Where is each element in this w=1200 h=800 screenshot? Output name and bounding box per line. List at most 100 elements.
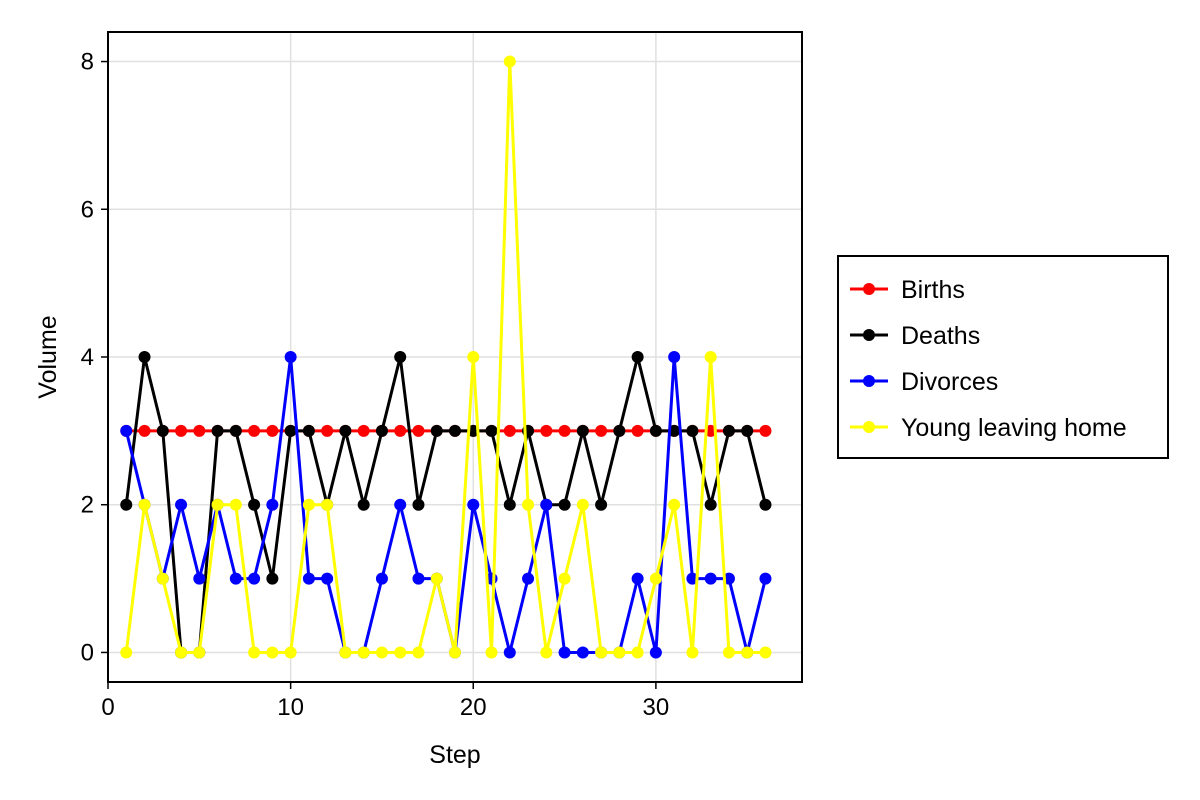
legend-item-divorces: Divorces — [850, 368, 998, 396]
data-point-births — [503, 424, 516, 437]
legend-item-births: Births — [850, 276, 965, 304]
data-point-deaths — [248, 498, 261, 511]
legend-item-deaths: Deaths — [850, 322, 980, 350]
data-point-young-leaving-home — [449, 646, 461, 659]
data-point-deaths — [558, 498, 571, 511]
data-point-young-leaving-home — [175, 646, 188, 659]
legend-marker — [863, 421, 875, 433]
data-point-young-leaving-home — [595, 646, 608, 659]
data-point-births — [193, 424, 206, 437]
data-point-young-leaving-home — [467, 351, 480, 363]
data-point-young-leaving-home — [430, 572, 443, 585]
data-point-deaths — [649, 424, 662, 437]
x-tick-label: 0 — [101, 694, 114, 721]
data-point-deaths — [211, 424, 224, 437]
data-point-young-leaving-home — [686, 646, 699, 659]
data-point-young-leaving-home — [156, 572, 169, 585]
data-point-young-leaving-home — [229, 498, 242, 511]
data-point-deaths — [613, 424, 626, 437]
data-point-divorces — [412, 572, 425, 585]
data-point-deaths — [339, 424, 352, 437]
data-point-young-leaving-home — [741, 646, 754, 659]
data-point-young-leaving-home — [193, 646, 206, 659]
data-point-divorces — [120, 424, 133, 437]
x-tick-label: 10 — [277, 694, 304, 721]
data-point-young-leaving-home — [375, 646, 388, 659]
data-point-young-leaving-home — [485, 646, 498, 659]
plot-series — [120, 55, 772, 659]
y-tick-label: 4 — [81, 344, 94, 371]
data-point-divorces — [704, 572, 717, 585]
data-point-births — [631, 424, 644, 437]
data-point-births — [357, 424, 370, 437]
data-point-divorces — [668, 351, 681, 363]
data-point-divorces — [321, 572, 334, 585]
legend-marker — [863, 375, 875, 387]
data-point-young-leaving-home — [668, 498, 681, 511]
data-point-divorces — [302, 572, 315, 585]
data-point-young-leaving-home — [759, 646, 772, 659]
data-point-deaths — [394, 351, 407, 363]
data-point-deaths — [741, 424, 754, 437]
data-point-divorces — [576, 646, 589, 659]
data-point-deaths — [503, 498, 516, 511]
data-point-deaths — [284, 424, 297, 437]
data-point-divorces — [540, 498, 553, 511]
y-tick-label: 6 — [81, 196, 94, 223]
legend-label: Births — [901, 276, 965, 304]
data-point-deaths — [156, 424, 169, 437]
y-tick-label: 2 — [81, 492, 94, 519]
data-point-young-leaving-home — [412, 646, 425, 659]
data-point-young-leaving-home — [321, 498, 334, 511]
data-point-young-leaving-home — [357, 646, 370, 659]
data-point-divorces — [631, 572, 644, 585]
data-point-young-leaving-home — [522, 498, 535, 511]
legend-box — [837, 255, 1169, 459]
x-tick-label: 20 — [460, 694, 487, 721]
data-point-divorces — [266, 498, 279, 511]
data-point-deaths — [576, 424, 589, 437]
data-point-young-leaving-home — [394, 646, 407, 659]
data-point-divorces — [558, 646, 571, 659]
legend-label: Young leaving home — [901, 414, 1127, 442]
data-point-divorces — [229, 572, 242, 585]
data-point-deaths — [302, 424, 315, 437]
legend-label: Divorces — [901, 368, 998, 396]
data-point-deaths — [138, 351, 151, 363]
data-point-deaths — [759, 498, 772, 511]
data-point-deaths — [595, 498, 608, 511]
y-tick-label: 8 — [81, 49, 94, 76]
legend-item-young-leaving-home: Young leaving home — [850, 414, 1127, 442]
data-point-deaths — [449, 424, 461, 437]
data-point-young-leaving-home — [339, 646, 352, 659]
data-point-births — [266, 424, 279, 437]
data-point-young-leaving-home — [576, 498, 589, 511]
data-point-births — [321, 424, 334, 437]
y-tick-label: 0 — [81, 639, 94, 666]
data-point-young-leaving-home — [503, 55, 516, 68]
data-point-deaths — [631, 351, 644, 363]
data-point-deaths — [229, 424, 242, 437]
data-point-deaths — [704, 498, 717, 511]
data-point-births — [175, 424, 188, 437]
data-point-births — [558, 424, 571, 437]
x-tick-label: 30 — [643, 694, 670, 721]
data-point-deaths — [375, 424, 388, 437]
data-point-deaths — [430, 424, 443, 437]
data-point-divorces — [175, 498, 188, 511]
data-point-births — [394, 424, 407, 437]
data-point-divorces — [522, 572, 535, 585]
data-point-young-leaving-home — [120, 646, 133, 659]
data-point-deaths — [722, 424, 735, 437]
data-point-divorces — [284, 351, 297, 363]
data-point-deaths — [485, 424, 498, 437]
data-point-young-leaving-home — [302, 498, 315, 511]
data-point-young-leaving-home — [704, 351, 717, 363]
data-point-divorces — [248, 572, 261, 585]
data-point-divorces — [649, 646, 662, 659]
data-point-births — [138, 424, 151, 437]
legend: Births Deaths Divorces Young leaving home — [837, 255, 1169, 459]
data-point-divorces — [394, 498, 407, 511]
data-point-young-leaving-home — [649, 572, 662, 585]
